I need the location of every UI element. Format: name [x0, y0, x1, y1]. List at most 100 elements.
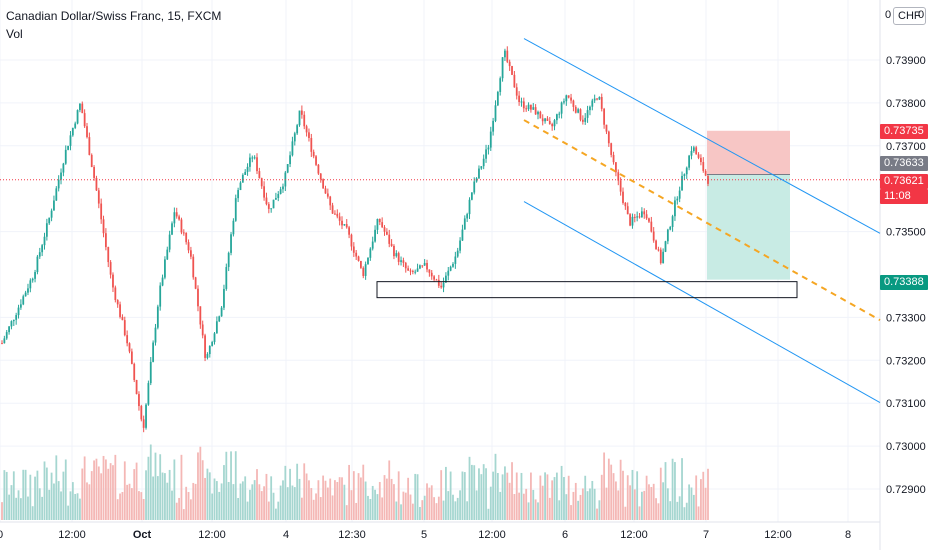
volume-bar	[235, 451, 237, 520]
volume-bar	[230, 451, 232, 520]
candle-body	[11, 321, 13, 326]
volume-bar	[107, 469, 109, 520]
volume-bar	[18, 490, 20, 520]
volume-bar	[452, 495, 454, 520]
candle-body	[691, 151, 693, 156]
volume-bar	[147, 457, 149, 520]
symbol-title[interactable]: Canadian Dollar/Swiss Franc, 15, FXCM	[6, 9, 221, 23]
candle-body	[679, 191, 681, 199]
volume-bar	[62, 472, 64, 520]
candle-body	[315, 156, 317, 165]
volume-bar	[655, 498, 657, 520]
volume-bar	[610, 465, 612, 520]
candle-body	[209, 346, 211, 354]
volume-bar	[242, 481, 244, 520]
volume-bar	[518, 493, 520, 520]
candle-body	[377, 219, 379, 230]
volume-bar	[176, 503, 178, 520]
volume-bar	[669, 501, 671, 520]
volume-bar	[495, 454, 497, 520]
candle-body	[67, 146, 69, 150]
candle-body	[561, 103, 563, 114]
candle-body	[136, 380, 138, 394]
volume-bar	[702, 472, 704, 520]
volume-bar	[674, 462, 676, 520]
candle-body	[60, 173, 62, 180]
time-tick-label: 12:30	[338, 529, 366, 541]
candle-body	[471, 192, 473, 199]
volume-bar	[48, 490, 50, 520]
volume-bar	[25, 470, 27, 520]
candle-body	[51, 211, 53, 218]
volume-bar	[112, 465, 114, 520]
volume-bar	[282, 480, 284, 520]
volume-bar	[341, 477, 343, 520]
candle-body	[573, 101, 575, 107]
candle-body	[244, 172, 246, 175]
candle-body	[544, 118, 546, 121]
volume-bar	[103, 456, 105, 520]
volume-bar	[558, 500, 560, 520]
volume-bar	[509, 483, 511, 520]
volume-bar	[126, 485, 128, 520]
bar-countdown-tag: 11:08	[880, 189, 928, 204]
candle-body	[20, 304, 22, 307]
volume-bar	[44, 461, 46, 520]
candle-body	[235, 198, 237, 221]
candle-body	[648, 218, 650, 221]
volume-bar	[162, 473, 164, 520]
volume-bar	[237, 498, 239, 520]
candle-body	[301, 111, 303, 115]
volume-bar	[315, 493, 317, 520]
candle-body	[426, 263, 428, 270]
candle-body	[190, 250, 192, 256]
candle-body	[542, 118, 544, 121]
candle-body	[343, 224, 345, 225]
volume-bar	[51, 473, 53, 520]
candle-body	[133, 364, 135, 380]
candle-body	[506, 51, 508, 62]
candle-body	[362, 268, 364, 276]
volume-bar	[462, 472, 464, 520]
candle-body	[480, 166, 482, 168]
candle-body	[568, 95, 570, 97]
volume-indicator-label[interactable]: Vol	[6, 27, 23, 41]
candle-body	[386, 232, 388, 235]
volume-bar	[676, 502, 678, 520]
volume-bar	[431, 485, 433, 520]
volume-bar	[294, 487, 296, 520]
candle-body	[29, 280, 31, 288]
volume-bar	[98, 466, 100, 520]
candle-body	[587, 110, 589, 118]
candle-body	[570, 98, 572, 101]
candle-body	[211, 342, 213, 346]
candle-body	[242, 175, 244, 183]
volume-bar	[119, 494, 121, 520]
volume-bar	[110, 463, 112, 520]
volume-bar	[563, 477, 565, 520]
candle-body	[22, 296, 24, 304]
volume-bar	[667, 488, 669, 520]
volume-bar	[454, 501, 456, 520]
volume-bar	[388, 460, 390, 520]
candle-body	[77, 110, 79, 123]
candle-body	[539, 112, 541, 119]
candle-body	[346, 224, 348, 227]
volume-bar	[381, 497, 383, 520]
candle-body	[412, 271, 414, 272]
volume-bar	[183, 509, 185, 520]
volume-bar	[74, 494, 76, 520]
candles	[1, 46, 709, 432]
candle-body	[39, 252, 41, 256]
candle-body	[374, 230, 376, 242]
volume-bar	[266, 474, 268, 520]
volume-bar	[606, 488, 608, 520]
candle-body	[528, 105, 530, 109]
volume-bar	[698, 506, 700, 520]
candle-body	[464, 218, 466, 229]
volume-bar	[672, 459, 674, 520]
candle-body	[565, 95, 567, 101]
price-tick-label: 0.73900	[886, 55, 926, 67]
volume-bar	[325, 481, 327, 520]
